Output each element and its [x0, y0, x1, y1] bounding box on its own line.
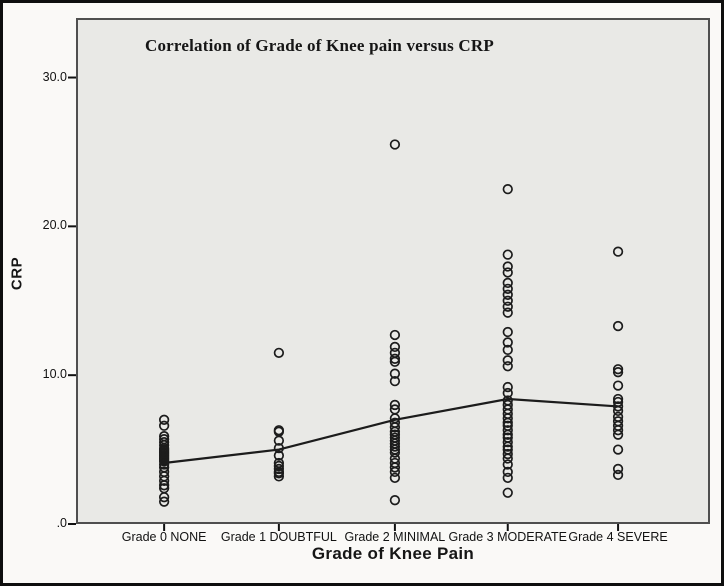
y-tick-label: 30.0 — [42, 69, 67, 84]
data-point — [389, 472, 401, 484]
data-point — [502, 295, 513, 306]
x-tick-label: Grade 0 NONE — [121, 530, 207, 544]
data-point — [612, 429, 624, 440]
data-point — [389, 341, 401, 353]
data-point — [612, 463, 624, 475]
data-point — [389, 399, 401, 411]
data-point — [502, 361, 513, 372]
scatter-plot-canvas — [68, 76, 624, 531]
data-point — [502, 381, 513, 393]
data-point — [502, 307, 513, 318]
data-point — [502, 283, 513, 295]
data-point — [158, 480, 170, 491]
data-point — [502, 267, 513, 278]
data-point — [502, 301, 513, 312]
data-point — [502, 277, 513, 289]
x-tick-label: Grade 4 SEVERE — [568, 530, 668, 544]
data-point — [612, 425, 624, 436]
data-point — [389, 375, 401, 387]
data-point — [273, 468, 285, 479]
x-tick-label: Grade 3 MODERATE — [448, 530, 568, 544]
data-point — [502, 344, 513, 356]
mean-line — [163, 397, 619, 465]
data-point — [158, 459, 170, 470]
data-point — [502, 249, 513, 260]
y-tick-label: 20.0 — [42, 218, 67, 233]
data-point — [502, 436, 513, 448]
data-point — [502, 466, 513, 478]
data-point — [502, 459, 513, 470]
data-point — [273, 347, 285, 359]
chart-title: Correlation of Grade of Knee pain versus… — [145, 36, 494, 55]
data-point — [389, 139, 401, 150]
data-point — [389, 495, 401, 506]
x-tick-label: Grade 1 DOUBTFUL — [220, 530, 337, 544]
data-point — [612, 401, 624, 412]
data-point — [612, 364, 624, 375]
data-point — [502, 441, 513, 452]
data-point — [612, 367, 624, 378]
data-point — [158, 496, 170, 507]
data-point — [273, 442, 285, 454]
data-point — [389, 422, 401, 433]
data-point — [502, 487, 513, 498]
data-point — [273, 450, 285, 461]
data-point — [502, 417, 513, 428]
data-point — [389, 353, 401, 364]
data-point — [612, 405, 624, 417]
data-point — [158, 492, 170, 503]
data-point — [502, 448, 513, 460]
data-point — [389, 466, 401, 478]
data-point — [502, 429, 513, 440]
data-point — [502, 326, 513, 338]
data-point — [158, 475, 170, 486]
data-point — [502, 413, 513, 424]
data-point — [502, 337, 513, 348]
data-point — [502, 453, 513, 464]
data-point — [502, 261, 513, 272]
data-point — [158, 414, 170, 425]
y-axis-title: CRP — [8, 256, 26, 291]
data-point — [273, 463, 285, 475]
data-point — [158, 420, 170, 431]
data-point — [389, 462, 401, 473]
data-point — [612, 380, 624, 391]
x-tick-label: Grade 2 MINIMAL — [344, 530, 446, 544]
data-point — [273, 471, 285, 482]
data-point — [502, 425, 513, 436]
data-point — [389, 368, 401, 379]
y-tick-label: 10.0 — [42, 367, 67, 382]
data-point — [389, 356, 401, 367]
data-point — [502, 183, 513, 195]
data-point — [612, 469, 624, 481]
x-axis-title: Grade of Knee Pain — [311, 544, 475, 563]
data-point — [502, 289, 513, 300]
data-point — [389, 441, 401, 452]
data-point — [502, 387, 513, 399]
data-point — [273, 435, 285, 446]
data-point — [612, 393, 624, 405]
data-point — [389, 447, 401, 458]
data-point — [273, 460, 285, 472]
data-point — [612, 246, 624, 257]
data-point — [158, 456, 170, 467]
data-point — [612, 444, 624, 455]
data-point — [502, 355, 513, 366]
data-point — [612, 320, 624, 332]
data-point — [389, 329, 401, 341]
y-tick-label: .0 — [56, 516, 67, 530]
data-point — [502, 472, 513, 484]
